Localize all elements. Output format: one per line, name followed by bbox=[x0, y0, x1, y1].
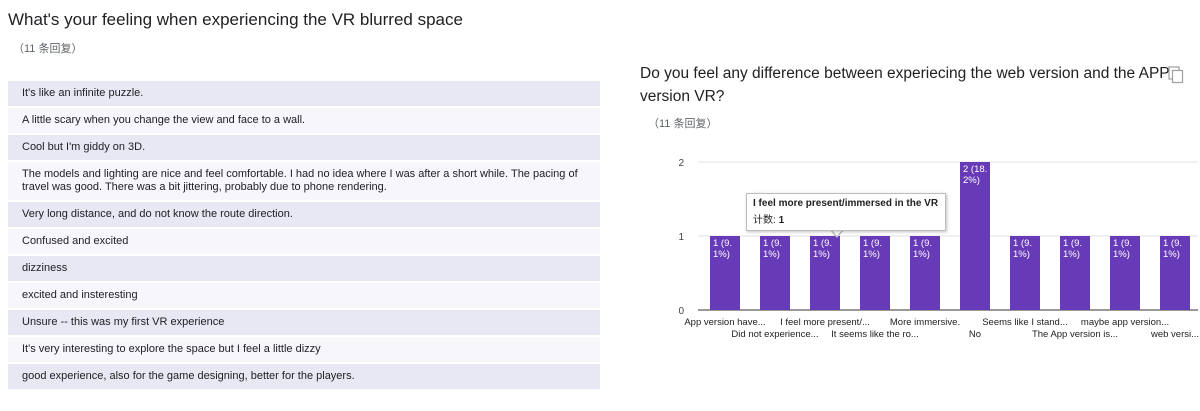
y-tick-label: 0 bbox=[678, 306, 684, 317]
x-category-label: More immersive. bbox=[890, 317, 960, 328]
response-item: A little scary when you change the view … bbox=[8, 108, 600, 133]
bar-data-label: 1 (9. 1%) bbox=[813, 238, 832, 260]
x-category-label: Seems like I stand... bbox=[982, 317, 1068, 328]
response-item: It's like an infinite puzzle. bbox=[8, 81, 600, 106]
x-category-label: No bbox=[969, 329, 981, 340]
bar-data-label: 1 (9. 1%) bbox=[713, 238, 732, 260]
bar[interactable] bbox=[860, 236, 890, 310]
bar[interactable] bbox=[810, 236, 840, 310]
bar-data-label: 1 (9. 1%) bbox=[1013, 238, 1032, 260]
x-category-label: I feel more present/... bbox=[780, 317, 870, 328]
chart-tooltip: I feel more present/immersed in the VR .… bbox=[746, 193, 946, 231]
response-list: It's like an infinite puzzle. A little sc… bbox=[8, 81, 600, 391]
response-item: Unsure -- this was my first VR experienc… bbox=[8, 310, 600, 335]
tooltip-label: I feel more present/immersed in the VR .… bbox=[753, 198, 939, 209]
bar-data-label: 1 (9. 1%) bbox=[1163, 238, 1182, 260]
bar[interactable] bbox=[1160, 236, 1190, 310]
bar[interactable] bbox=[1110, 236, 1140, 310]
x-category-label: web versi... bbox=[1150, 329, 1199, 340]
x-category-label: App version have... bbox=[684, 317, 765, 328]
x-category-label: Did not experience... bbox=[731, 329, 818, 340]
tooltip-count: 计数: 1 bbox=[753, 211, 939, 226]
x-category-label: It seems like the ro... bbox=[831, 329, 919, 340]
bar-data-label: 1 (9. 1%) bbox=[1063, 238, 1082, 260]
tooltip-arrow-inner bbox=[831, 229, 843, 236]
response-item: Cool but I'm giddy on 3D. bbox=[8, 135, 600, 160]
tooltip-count-label: 计数: bbox=[753, 215, 776, 226]
bar[interactable] bbox=[1010, 236, 1040, 310]
question-2-response-count: （11 条回复） bbox=[648, 118, 718, 130]
question-1-title: What's your feeling when experiencing th… bbox=[8, 10, 463, 29]
response-item: good experience, also for the game desig… bbox=[8, 364, 600, 389]
bar-data-label: 1 (9. 1%) bbox=[1113, 238, 1132, 260]
tooltip-count-value: 1 bbox=[778, 215, 785, 226]
bar[interactable] bbox=[710, 236, 740, 310]
bar-chart: 0 1 2 1 (9. 1%) App version have... 1 (9. 1%) Di… bbox=[678, 158, 1199, 340]
response-item: Very long distance, and do not know the … bbox=[8, 202, 600, 227]
x-category-label: The App version is... bbox=[1032, 329, 1118, 340]
bar-data-label: 2 (18. 2%) bbox=[963, 164, 987, 186]
copy-icon[interactable] bbox=[1168, 66, 1184, 84]
response-item: dizziness bbox=[8, 256, 600, 281]
question-2-title: Do you feel any difference between exper… bbox=[640, 65, 1170, 105]
bar-data-label: 1 (9. 1%) bbox=[763, 238, 782, 260]
bar[interactable] bbox=[1060, 236, 1090, 310]
question-1-response-count: （11 条回复） bbox=[13, 43, 83, 55]
bar[interactable] bbox=[760, 236, 790, 310]
response-item: It's very interesting to explore the spa… bbox=[8, 337, 600, 362]
bar-data-label: 1 (9. 1%) bbox=[913, 238, 932, 260]
x-category-label: maybe app version... bbox=[1081, 317, 1169, 328]
y-tick-label: 2 bbox=[678, 158, 684, 169]
response-item: Confused and excited bbox=[8, 229, 600, 254]
response-item: The models and lighting are nice and fee… bbox=[8, 162, 600, 200]
bar-data-label: 1 (9. 1%) bbox=[863, 238, 882, 260]
response-item: excited and insteresting bbox=[8, 283, 600, 308]
bar[interactable] bbox=[910, 236, 940, 310]
y-tick-label: 1 bbox=[678, 232, 684, 243]
bar[interactable] bbox=[960, 162, 990, 310]
